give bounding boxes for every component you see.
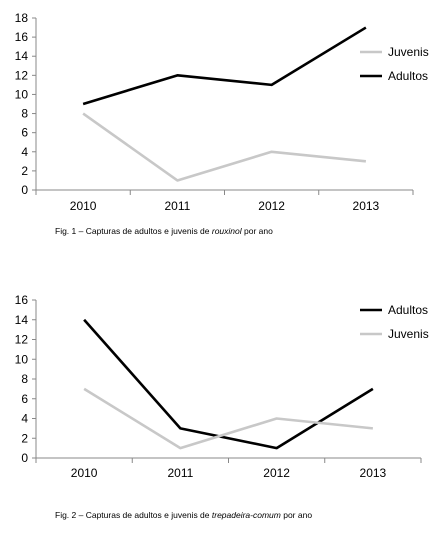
x-tick-label: 2011 — [167, 466, 193, 480]
y-tick-label: 8 — [21, 372, 28, 386]
x-tick-label: 2010 — [71, 466, 98, 480]
y-tick-label: 14 — [15, 49, 29, 63]
y-tick-label: 18 — [15, 11, 29, 25]
legend-label: Juvenis — [388, 327, 429, 341]
y-tick-label: 2 — [21, 164, 28, 178]
series-line-adultos — [83, 318, 374, 450]
x-tick-label: 2010 — [70, 199, 97, 213]
x-tick-label: 2013 — [353, 199, 380, 213]
series-line-juvenis — [83, 387, 374, 450]
legend-label: Adultos — [388, 69, 428, 83]
legend-label: Juvenis — [388, 45, 429, 59]
y-tick-label: 12 — [15, 68, 29, 82]
y-tick-label: 10 — [15, 87, 29, 101]
y-tick-label: 10 — [15, 352, 29, 366]
y-tick-label: 14 — [15, 313, 29, 327]
x-tick-label: 2013 — [360, 466, 387, 480]
legend: Juvenis Adultos — [360, 45, 429, 83]
y-tick-label: 2 — [21, 431, 28, 445]
y-tick-label: 0 — [21, 451, 28, 465]
chart-2: 0 2 4 6 8 10 12 14 16 2010 2011 2012 2013 Adultos Juv… — [15, 293, 429, 520]
y-tick-label: 12 — [15, 333, 29, 347]
y-tick-label: 6 — [21, 126, 28, 140]
chart-1: 0 2 4 6 8 10 12 14 16 18 2010 2011 2012 2013 Juvenis A… — [15, 11, 429, 236]
x-tick-label: 2012 — [258, 199, 285, 213]
caption: Fig. 2 – Capturas de adultos e juvenis d… — [55, 510, 312, 520]
series-line-adultos — [82, 26, 367, 106]
y-tick-label: 0 — [21, 183, 28, 197]
x-tick-label: 2011 — [164, 199, 190, 213]
y-tick-label: 16 — [15, 30, 29, 44]
y-tick-label: 8 — [21, 107, 28, 121]
y-tick-label: 4 — [21, 412, 28, 426]
y-tick-label: 6 — [21, 392, 28, 406]
legend: Adultos Juvenis — [360, 303, 429, 341]
y-tick-label: 16 — [15, 293, 29, 307]
y-tick-label: 4 — [21, 145, 28, 159]
x-tick-label: 2012 — [263, 466, 290, 480]
caption: Fig. 1 – Capturas de adultos e juvenis d… — [55, 226, 273, 236]
series-line-juvenis — [82, 112, 367, 182]
legend-label: Adultos — [388, 303, 428, 317]
